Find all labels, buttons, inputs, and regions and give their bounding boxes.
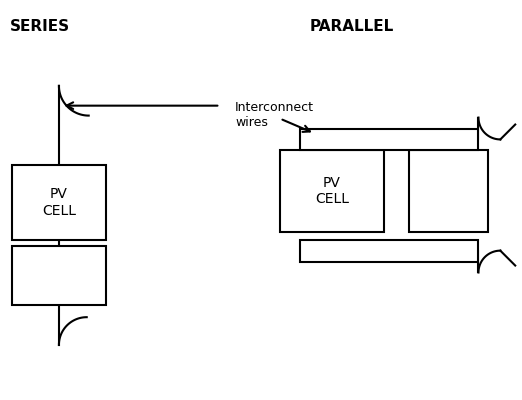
Bar [280,150,384,232]
Bar [300,240,479,262]
Text: SERIES: SERIES [10,19,70,34]
Bar [11,165,106,240]
Bar [300,128,479,150]
Text: Interconnect
wires: Interconnect wires [235,101,314,129]
Bar [11,246,106,305]
Bar [409,150,489,232]
Text: PV
CELL: PV CELL [315,176,349,206]
Text: PV
CELL: PV CELL [42,187,76,218]
Text: PARALLEL: PARALLEL [310,19,394,34]
